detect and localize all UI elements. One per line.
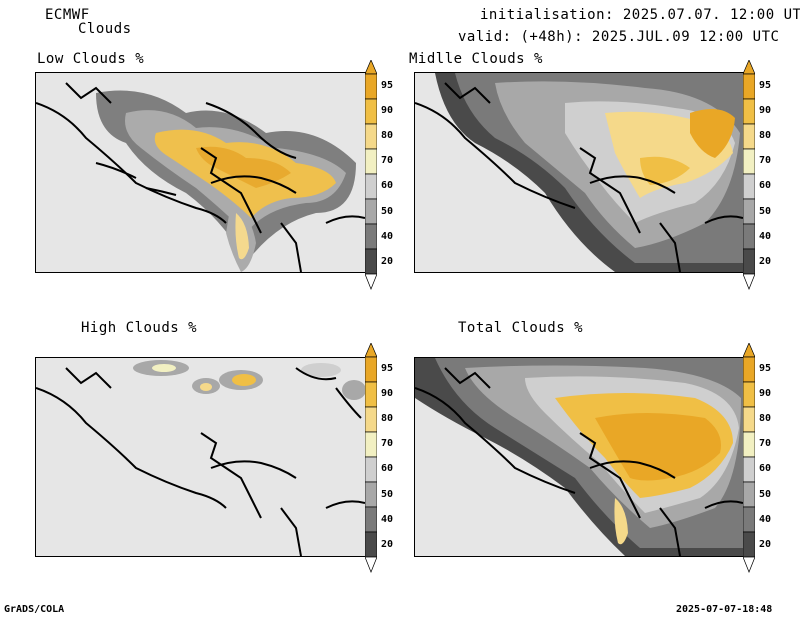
middle-clouds-map [414,72,744,273]
colorbar-label-20: 20 [759,256,772,267]
panel-title-total: Total Clouds % [458,320,584,336]
colorbar-label-60: 60 [381,180,394,191]
panel-title-low: Low Clouds % [37,51,145,67]
low-clouds-colorbar: 95 90 80 70 60 50 40 20 [364,59,395,290]
colorbar-label-50: 50 [759,206,772,217]
colorbar-label-20: 20 [759,539,772,550]
middle-clouds-colorbar: 95 90 80 70 60 50 40 20 [742,59,773,290]
colorbar-label-40: 40 [381,514,394,525]
colorbar-label-70: 70 [381,155,394,166]
low-clouds-map [35,72,366,273]
total-clouds-colorbar: 95 90 80 70 60 50 40 20 [742,342,773,573]
colorbar-label-20: 20 [381,539,394,550]
panel-title-middle: Midlle Clouds % [409,51,543,67]
valid-time: valid: (+48h): 2025.JUL.09 12:00 UTC [458,29,780,45]
panel-title-high: High Clouds % [81,320,198,336]
colorbar-label-40: 40 [759,514,772,525]
total-clouds-map [414,357,744,557]
colorbar-label-40: 40 [759,231,772,242]
colorbar-label-60: 60 [381,463,394,474]
colorbar-label-80: 80 [381,130,394,141]
high-clouds-colorbar: 95 90 80 70 60 50 40 20 [364,342,395,573]
colorbar-label-60: 60 [759,463,772,474]
colorbar-label-20: 20 [381,256,394,267]
colorbar-label-80: 80 [759,130,772,141]
colorbar-label-95: 95 [381,80,394,91]
colorbar-label-50: 50 [381,206,394,217]
colorbar-label-90: 90 [381,388,394,399]
colorbar-label-95: 95 [759,363,772,374]
footer-timestamp: 2025-07-07-18:48 [676,604,773,615]
footer-software-label: GrADS/COLA [4,604,65,615]
colorbar-label-70: 70 [759,155,772,166]
high-clouds-map [35,357,366,557]
colorbar-label-70: 70 [759,438,772,449]
colorbar-label-60: 60 [759,180,772,191]
colorbar-label-40: 40 [381,231,394,242]
colorbar-label-95: 95 [381,363,394,374]
colorbar-label-95: 95 [759,80,772,91]
colorbar-label-80: 80 [381,413,394,424]
colorbar-label-70: 70 [381,438,394,449]
model-label: ECMWF [45,7,90,23]
colorbar-label-50: 50 [759,489,772,500]
colorbar-label-90: 90 [759,105,772,116]
colorbar-label-90: 90 [759,388,772,399]
product-label: Clouds [78,21,132,37]
colorbar-label-50: 50 [381,489,394,500]
colorbar-label-80: 80 [759,413,772,424]
init-time: initialisation: 2025.07.07. 12:00 UTC [480,7,800,23]
colorbar-label-90: 90 [381,105,394,116]
